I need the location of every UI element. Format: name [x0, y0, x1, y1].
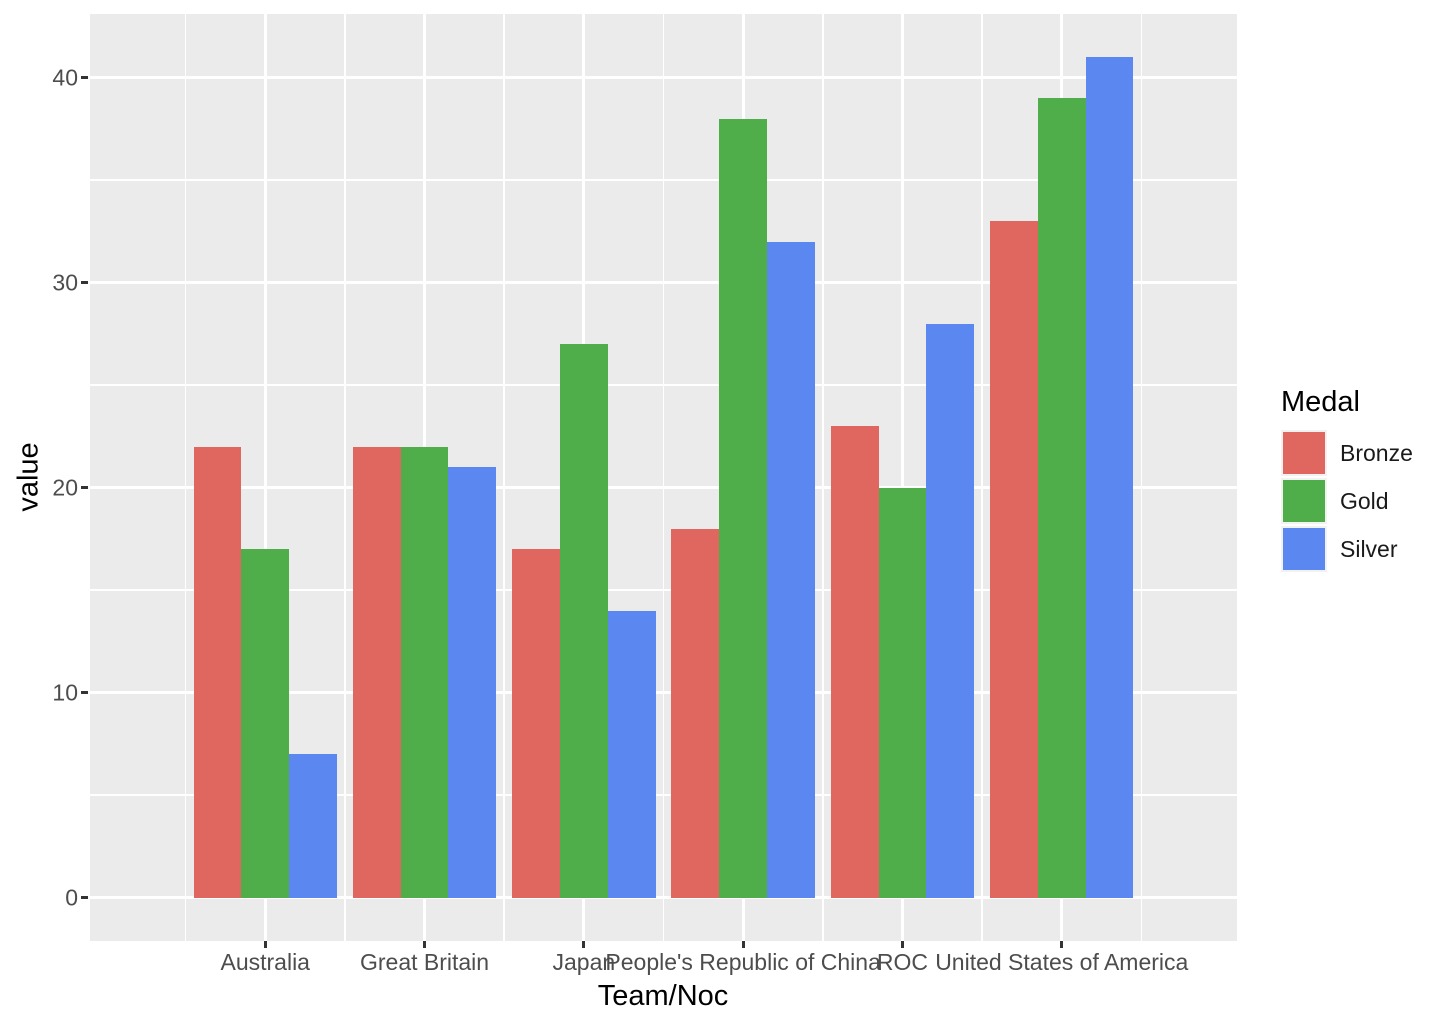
bar-japan-gold	[559, 344, 608, 898]
bar-australia-bronze	[193, 446, 242, 898]
legend-key	[1281, 430, 1327, 476]
gridline-minor-v	[344, 14, 346, 941]
x-tick-label-people-s-republic-of-china: People's Republic of China	[605, 949, 881, 975]
legend-item-silver: Silver	[1281, 526, 1413, 572]
silver-swatch	[1283, 528, 1325, 570]
gridline-minor-v	[981, 14, 983, 941]
bar-people-s-republic-of-china-gold	[719, 118, 768, 898]
bar-great-britain-silver	[448, 467, 497, 898]
bar-united-states-of-america-gold	[1037, 98, 1086, 898]
x-tick-mark	[741, 941, 745, 948]
legend-label: Bronze	[1340, 439, 1413, 466]
y-tick-mark	[81, 486, 88, 490]
legend: Medal Bronze Gold Silver	[1281, 386, 1413, 574]
plot-panel	[90, 14, 1237, 941]
legend-label: Silver	[1340, 535, 1398, 562]
bar-japan-bronze	[512, 549, 560, 898]
bar-great-britain-gold	[400, 446, 449, 898]
x-tick-mark	[423, 941, 427, 948]
legend-title: Medal	[1281, 386, 1360, 418]
y-tick-label: 30	[52, 268, 78, 295]
legend-key	[1281, 526, 1327, 572]
x-tick-label-australia: Australia	[220, 949, 310, 975]
y-tick-mark	[81, 76, 88, 80]
bar-roc-silver	[926, 323, 975, 898]
x-tick-mark	[263, 941, 267, 948]
bronze-swatch	[1283, 432, 1325, 474]
gridline-minor-v	[662, 14, 665, 941]
bar-japan-silver	[607, 610, 656, 898]
legend-item-bronze: Bronze	[1281, 430, 1413, 476]
y-tick-label: 20	[52, 473, 78, 500]
legend-label: Gold	[1340, 487, 1389, 514]
bar-people-s-republic-of-china-bronze	[671, 528, 720, 898]
x-tick-label-japan: Japan	[552, 949, 616, 975]
x-tick-label-roc: ROC	[876, 949, 929, 975]
y-tick-label: 10	[52, 678, 78, 705]
gridline-minor-v	[184, 14, 187, 941]
x-tick-mark	[900, 941, 904, 948]
bar-people-s-republic-of-china-silver	[767, 241, 815, 898]
x-tick-mark	[1060, 941, 1064, 948]
x-axis-title: Team/Noc	[597, 980, 729, 1012]
bar-australia-silver	[289, 754, 337, 898]
y-tick-mark	[81, 281, 88, 285]
y-tick-mark	[81, 691, 88, 695]
legend-key	[1281, 478, 1327, 524]
bar-great-britain-bronze	[352, 446, 401, 898]
x-tick-label-great-britain: Great Britain	[359, 949, 490, 975]
y-axis-title: value	[12, 442, 45, 512]
gridline-minor-v	[503, 14, 505, 941]
legend-item-gold: Gold	[1281, 478, 1413, 524]
x-tick-mark	[582, 941, 586, 948]
y-tick-mark	[81, 896, 88, 900]
gridline-major-v	[263, 14, 267, 941]
bar-australia-gold	[241, 549, 290, 898]
bar-united-states-of-america-bronze	[990, 221, 1038, 898]
bar-roc-gold	[878, 487, 927, 898]
y-tick-label: 0	[65, 883, 78, 910]
gridline-major-v	[900, 14, 904, 941]
bar-roc-bronze	[830, 426, 879, 898]
gridline-minor-v	[822, 14, 824, 941]
legend-items: Bronze Gold Silver	[1281, 430, 1413, 572]
gold-swatch	[1283, 480, 1325, 522]
gridline-minor-v	[1140, 14, 1143, 941]
y-tick-label: 40	[52, 63, 78, 90]
x-tick-label-united-states-of-america: United States of America	[935, 949, 1189, 975]
bar-united-states-of-america-silver	[1085, 57, 1134, 898]
